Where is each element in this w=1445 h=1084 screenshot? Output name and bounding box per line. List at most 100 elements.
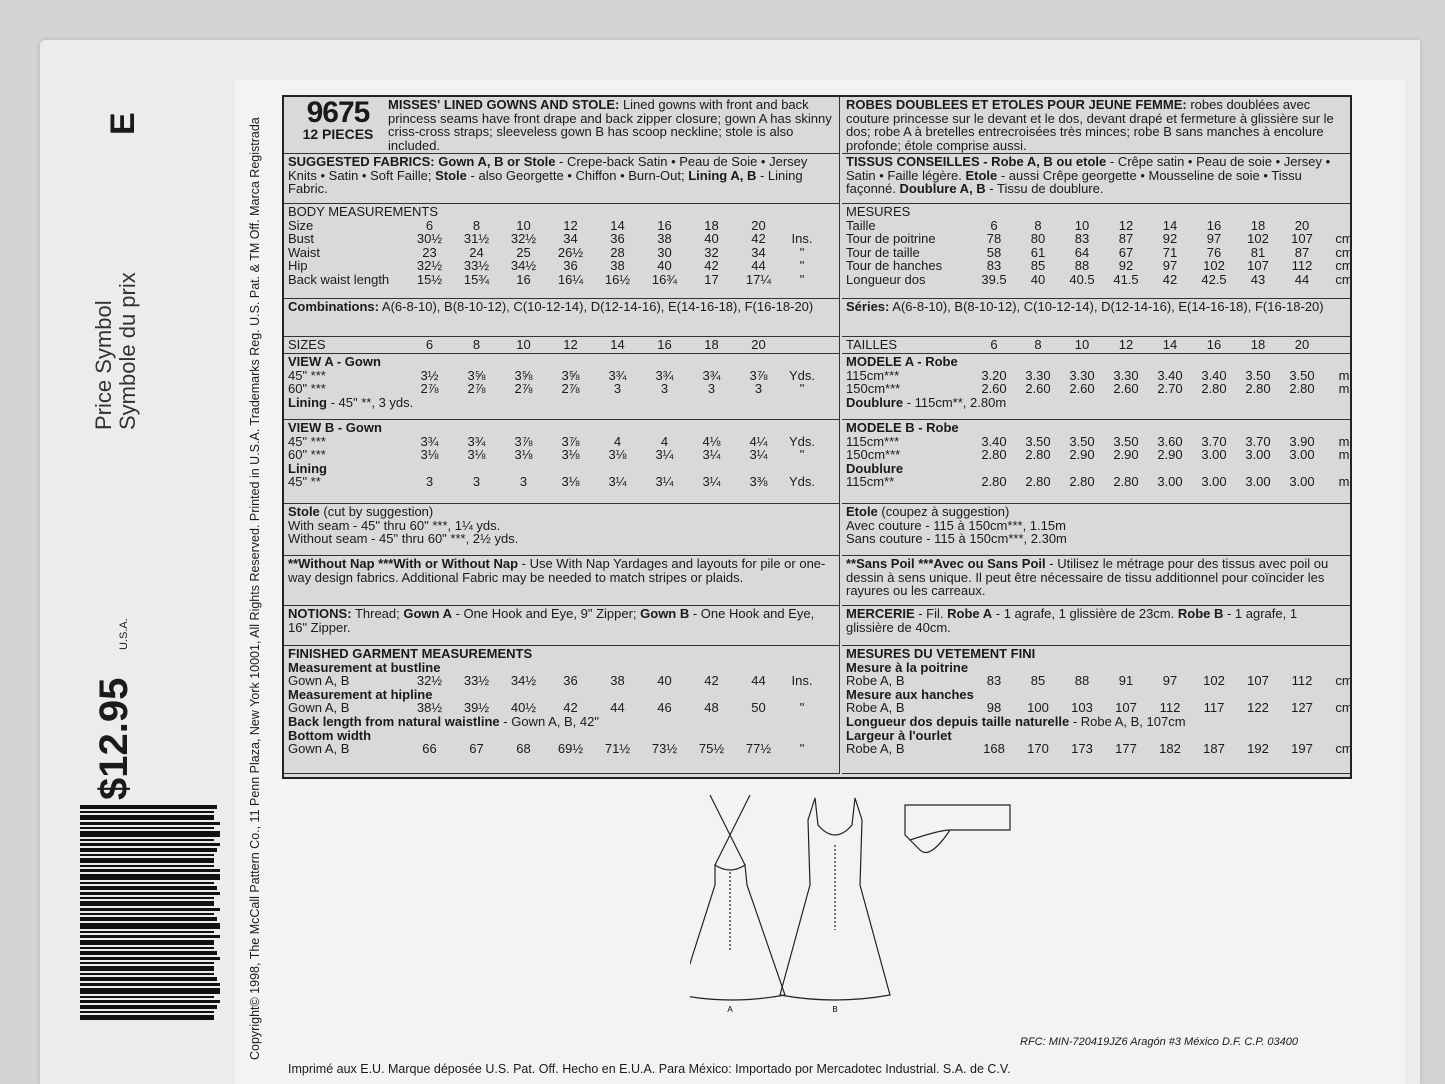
barcode-bar [80, 917, 217, 921]
value-cell: 3 [660, 381, 669, 397]
value-cell: 2⅞ [467, 381, 486, 397]
table-row: Gown A, B 38½ 39½ 40½ 42 44 46 48 50 " [288, 701, 835, 715]
value-cell: 16 [1206, 337, 1222, 352]
unit-label: " [799, 258, 805, 274]
text-line: Combinations: A(6-8-10), B(8-10-12), C(1… [288, 300, 835, 314]
value-cell: 112 [1291, 673, 1313, 689]
value-cell: 46 [657, 700, 672, 716]
text-segment: **Without Nap ***With or Without Nap [288, 556, 519, 571]
row-label: Tour de hanches [846, 258, 943, 274]
value-cell: 10 [1074, 337, 1090, 352]
value-cell: 14 [1162, 217, 1178, 233]
value-cell: 3 [707, 381, 716, 397]
text-line: Doublure - 115cm**, 2.80m [846, 394, 1346, 410]
table-row: Robe A, B 98 100 103 107 112 117 122 127 cm [846, 700, 1350, 716]
table-row: BODY MEASUREMENTS [288, 205, 835, 219]
value-cell: 18 [704, 337, 719, 352]
barcode-bar [80, 1011, 214, 1013]
sizes-header-en: SIZES 6 8 10 12 14 16 18 20 [284, 337, 840, 354]
value-cell: 8 [1034, 337, 1042, 352]
value-cell: 14 [610, 217, 625, 233]
value-cell: 117 [1203, 700, 1225, 716]
value-cell: 2.80 [1025, 474, 1051, 490]
value-cell: 81 [1250, 244, 1266, 260]
value-cell: 182 [1159, 741, 1181, 757]
row-label: Waist [288, 244, 321, 260]
unit-label: Yds. [788, 474, 815, 490]
value-cell: 42 [704, 258, 719, 274]
text-segment: A(6-8-10), B(8-10-12), C(10-12-14), D(12… [379, 299, 814, 314]
value-cell: 69½ [557, 741, 584, 757]
value-cell: 97 [1162, 673, 1178, 689]
value-cell: 42 [704, 673, 719, 689]
value-cell: 12 [1118, 337, 1134, 352]
finished-measurements-fr: MESURES DU VETEMENT FINI Mesure à la poit… [842, 646, 1350, 774]
value-cell: 3⅝ [561, 367, 580, 383]
gown-b-back-view [779, 797, 891, 1001]
unit-label: cm [1335, 271, 1350, 287]
value-cell: 15¾ [463, 271, 490, 287]
text-segment: Séries: [846, 299, 890, 314]
unit-label [782, 338, 822, 352]
barcode-bar [80, 913, 214, 915]
row-label: Bottom width [288, 727, 372, 743]
price-symbol-letter: E [104, 112, 142, 135]
value-cell: 48 [704, 700, 719, 716]
value-cell: 3.50 [1113, 433, 1139, 449]
text-segment: (cut by suggestion) [319, 504, 434, 519]
value-cell: 17¼ [745, 271, 772, 287]
value-cell: 88 [1074, 673, 1090, 689]
value-cell: 16 [1206, 217, 1222, 233]
table-row: 45" *** 3¾ 3¾ 3⅞ 3⅞ 4 4 4⅛ 4¼ Yds. [288, 433, 835, 449]
text-segment: Thread; [351, 606, 404, 621]
barcode-bar [80, 874, 220, 880]
text-segment: With seam - 45" thru 60" ***, 1¼ yds. [288, 517, 501, 533]
row-label: Mesure aux hanches [846, 686, 974, 702]
value-cell: 20 [1294, 337, 1310, 352]
text-line: TISSUS CONSEILLES - Robe A, B ou etole -… [846, 155, 1346, 196]
barcode-bar [80, 923, 220, 929]
row-label: 45" ** [288, 474, 321, 490]
value-cell: 3⅞ [514, 433, 533, 449]
value-cell: 197 [1291, 741, 1313, 757]
barcode-bar [80, 854, 214, 856]
value-cell: 3.50 [1069, 433, 1095, 449]
unit-label [1324, 219, 1350, 233]
value-cell: 6 [990, 217, 998, 233]
value-cell: 75½ [698, 741, 725, 757]
table-row: Size 6 8 10 12 14 16 18 20 [288, 217, 835, 233]
value-cell: 58 [986, 244, 1002, 260]
text-segment: Stole [435, 167, 467, 183]
value-cell: 83 [986, 673, 1002, 689]
value-cell: 3⅞ [561, 433, 580, 449]
value-cell: 16 [657, 217, 672, 233]
value-cell: 32½ [416, 258, 443, 274]
value-cell: 170 [1027, 741, 1049, 757]
copyright-text: Copyright© 1998, The McCall Pattern Co.,… [248, 117, 262, 1060]
value-cell: 3.60 [1157, 433, 1183, 449]
value-cell: 42 [751, 231, 766, 247]
value-cell: 8 [472, 337, 481, 352]
row-label: Tour de poitrine [846, 231, 936, 247]
text-segment: - 115cm**, 2.80m [903, 394, 1007, 410]
value-cell: 3.70 [1201, 433, 1227, 449]
table-row: Measurement at bustline [288, 659, 835, 675]
value-cell: 66 [422, 741, 437, 757]
unit-label: Yds. [788, 367, 815, 383]
value-cell: 2.60 [1069, 381, 1095, 397]
price-symbol-en: Price Symbol [91, 300, 116, 430]
row-label: Measurement at bustline [288, 659, 441, 675]
table-row: FINISHED GARMENT MEASUREMENTS [288, 647, 835, 661]
value-cell: 16 [516, 271, 531, 287]
text-line: Stole (cut by suggestion) [288, 505, 835, 519]
row-label: Gown A, B [288, 673, 350, 689]
text-segment: A(6-8-10), B(8-10-12), C(10-12-14), D(12… [889, 299, 1324, 314]
value-cell: 3½ [420, 367, 439, 383]
row-label: TAILLES [846, 337, 898, 352]
value-cell: 2.80 [1113, 474, 1139, 490]
row-label: Lining [288, 460, 327, 476]
text-segment: - Crêpe satin • Peau de soie • Jersey • … [846, 154, 1331, 183]
text-line: Sans couture - 115 à 150cm***, 2.30m [846, 532, 1346, 546]
row-label: 45" *** [288, 433, 326, 449]
table-row: MESURES DU VETEMENT FINI [846, 647, 1346, 661]
